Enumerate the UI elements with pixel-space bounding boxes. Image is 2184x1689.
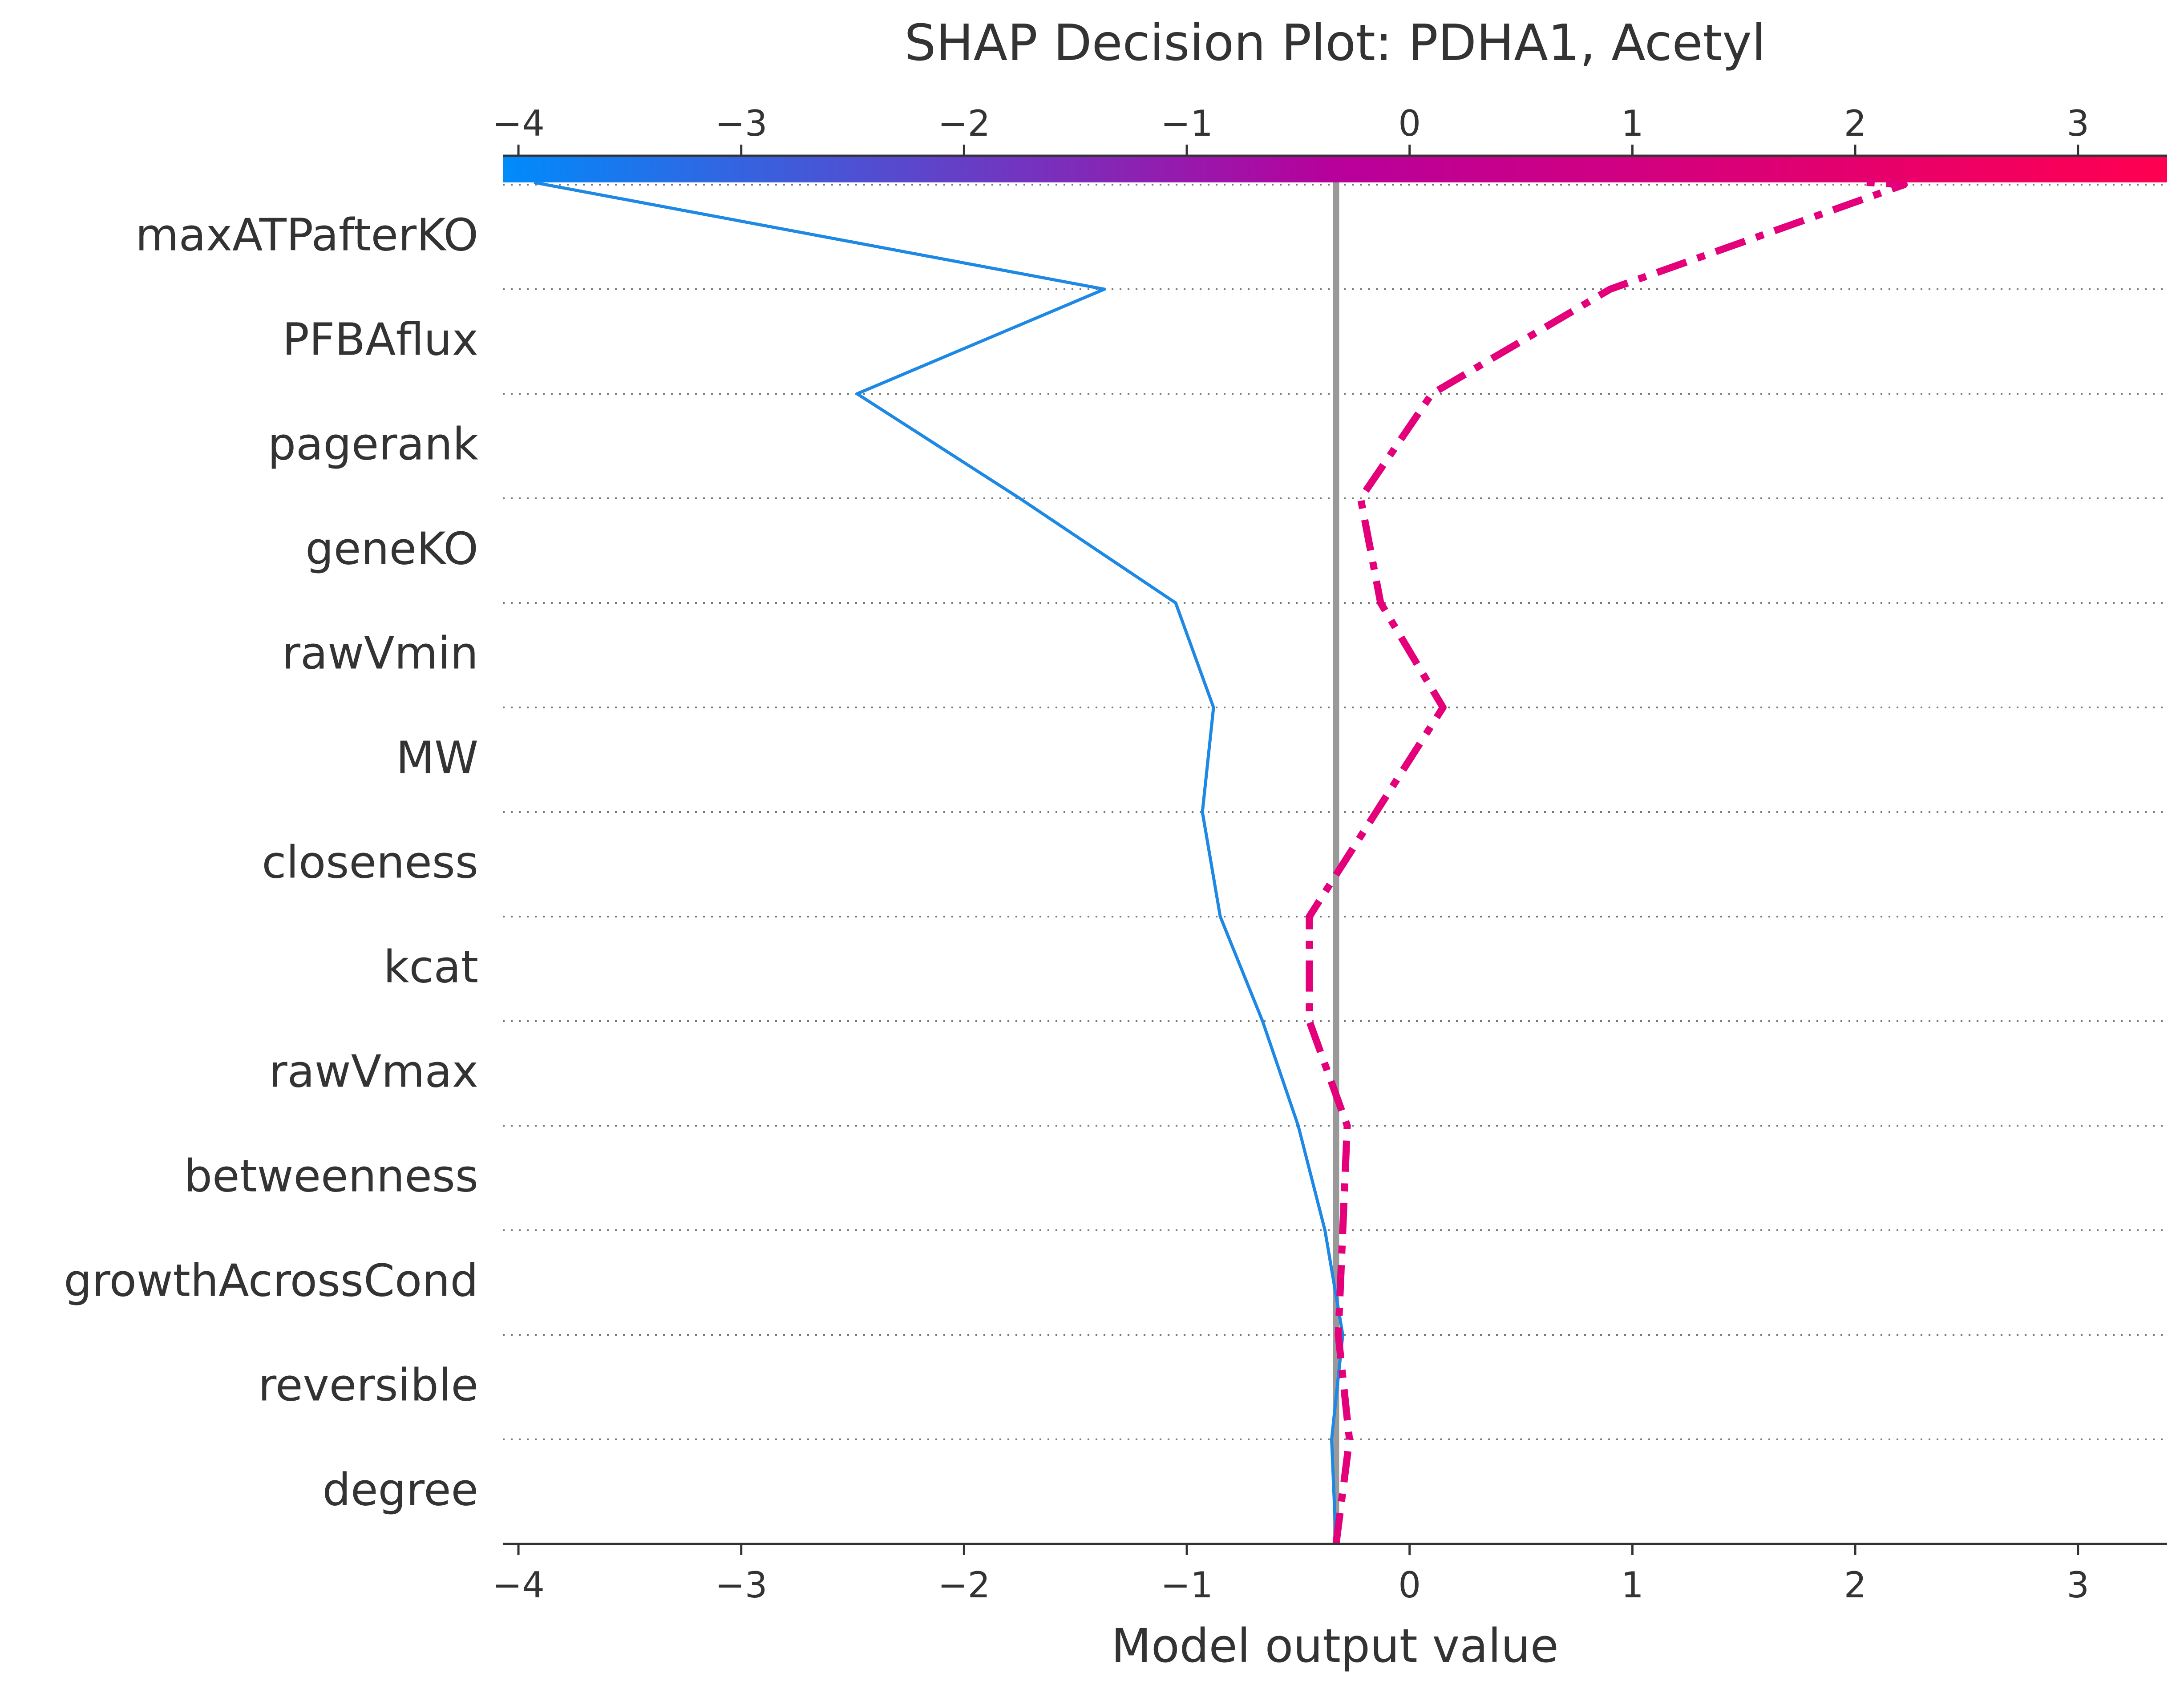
feature-label: reversible bbox=[258, 1359, 478, 1411]
chart-title: SHAP Decision Plot: PDHA1, Acetyl bbox=[904, 14, 1765, 72]
feature-label: MW bbox=[396, 732, 478, 784]
feature-label: pagerank bbox=[268, 418, 479, 470]
tick-label: −1 bbox=[1161, 103, 1213, 144]
feature-label: growthAcrossCond bbox=[64, 1255, 478, 1307]
feature-grid bbox=[503, 184, 2167, 1440]
feature-label: closeness bbox=[262, 836, 478, 889]
feature-label: geneKO bbox=[305, 523, 478, 575]
bottom-axis-ticks: −4 −3 −2 −1 0 1 2 3 bbox=[492, 1544, 2089, 1606]
colorbar bbox=[503, 156, 2167, 182]
decision-line bbox=[534, 181, 1344, 1544]
feature-label: rawVmin bbox=[282, 627, 478, 679]
tick-label: 1 bbox=[1621, 103, 1644, 144]
tick-label: −4 bbox=[492, 103, 545, 144]
feature-label: degree bbox=[323, 1464, 478, 1516]
tick-label: −4 bbox=[492, 1564, 545, 1606]
top-axis-ticks: −4 −3 −2 −1 0 1 2 3 bbox=[492, 103, 2089, 156]
tick-label: 1 bbox=[1621, 1564, 1644, 1606]
tick-label: 0 bbox=[1398, 103, 1421, 144]
tick-label: 0 bbox=[1398, 1564, 1421, 1606]
tick-label: 2 bbox=[1844, 103, 1867, 144]
tick-label: −3 bbox=[715, 1564, 768, 1606]
tick-label: −2 bbox=[938, 1564, 990, 1606]
feature-label: maxATPafterKO bbox=[135, 209, 478, 261]
feature-labels: maxATPafterKO PFBAflux pagerank geneKO rawVm… bbox=[64, 209, 478, 1516]
feature-label: kcat bbox=[384, 941, 478, 993]
decision-line bbox=[1306, 179, 1908, 1545]
x-axis-label: Model output value bbox=[1111, 1619, 1558, 1673]
tick-label: 3 bbox=[2067, 1564, 2089, 1606]
feature-label: betweenness bbox=[184, 1150, 478, 1202]
feature-label: rawVmax bbox=[269, 1046, 478, 1098]
decision-lines bbox=[534, 179, 1908, 1545]
tick-label: −3 bbox=[715, 103, 768, 144]
tick-label: −2 bbox=[938, 103, 990, 144]
tick-label: −1 bbox=[1161, 1564, 1213, 1606]
feature-label: PFBAflux bbox=[283, 314, 478, 366]
tick-label: 2 bbox=[1844, 1564, 1867, 1606]
tick-label: 3 bbox=[2067, 103, 2089, 144]
